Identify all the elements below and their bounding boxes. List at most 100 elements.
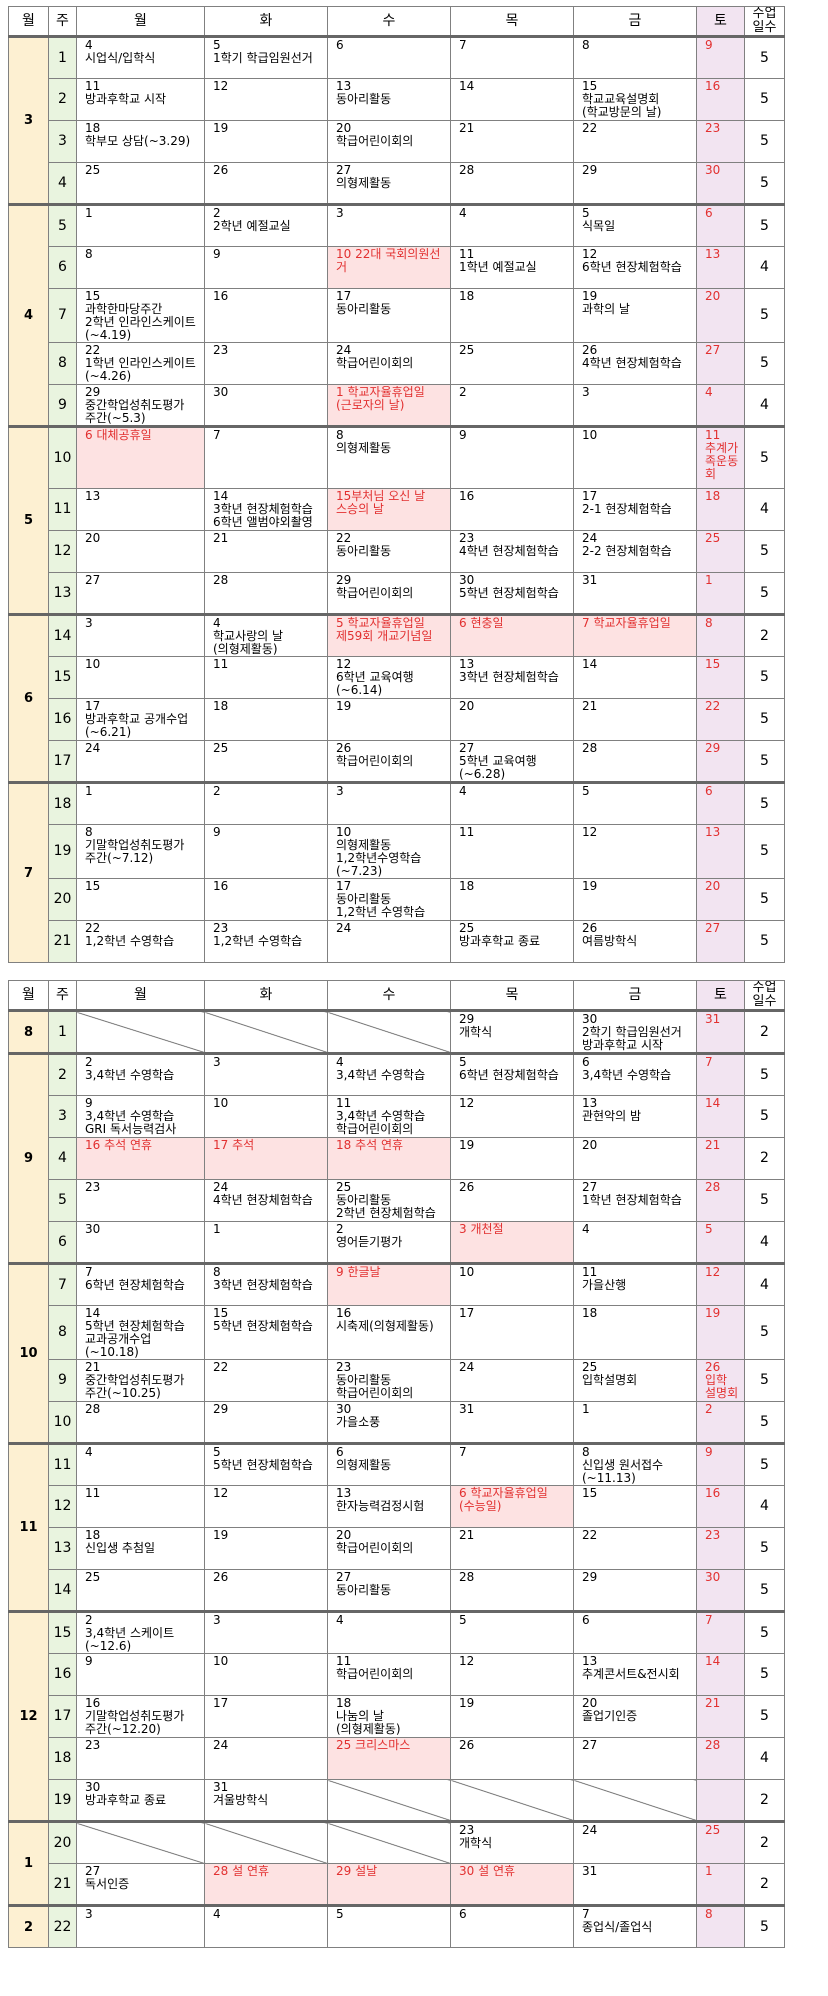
week-number: 15 <box>48 1610 77 1654</box>
day-cell: 23 개학식 <box>450 1820 574 1864</box>
saturday-cell: 6 <box>696 781 745 825</box>
day-cell: 31 <box>573 1863 697 1906</box>
class-days-count: 5 <box>744 1527 785 1570</box>
day-cell: 13 추계콘서트&전시회 <box>573 1653 697 1696</box>
week-number: 20 <box>48 1820 77 1864</box>
week-row: 7 15 과학한마당주간 2학년 인라인스케이트(~4.19) 16 17 동아리활동… <box>9 288 785 343</box>
saturday-cell: 13 <box>696 824 745 879</box>
day-cell: 25 <box>450 342 574 385</box>
day-cell: 19 <box>204 1527 328 1570</box>
week-row: 2 22 3 4 5 6 7 종업식/졸업식 8 5 <box>8 1904 785 1948</box>
day-cell: 28 <box>204 572 328 615</box>
header-month: 월 <box>8 980 49 1011</box>
day-cell: 25 <box>76 1569 205 1612</box>
day-cell: 23 4학년 현장체험학습 <box>450 530 574 573</box>
day-cell: 16 시축제(의형제활동) <box>327 1305 451 1360</box>
week-number: 21 <box>48 920 77 963</box>
week-row: 3 18 학부모 상담(~3.29) 19 20 학급어린이회의 21 22 23 5 <box>9 120 785 163</box>
class-days-count: 5 <box>744 78 785 121</box>
week-row: 7 18 1 2 3 4 5 6 5 <box>8 781 785 963</box>
day-cell: 18 <box>450 878 574 921</box>
saturday-cell: 15 <box>696 656 745 699</box>
week-number: 2 <box>48 1052 77 1096</box>
day-cell: 7 <box>204 425 328 489</box>
saturday-cell: 27 <box>696 920 745 963</box>
header-class-days: 수업 일수 <box>744 980 785 1011</box>
week-row: 13 18 신입생 추첨일 19 20 학급어린이회의 21 22 23 5 <box>9 1527 785 1570</box>
day-cell: 19 <box>450 1695 574 1738</box>
day-cell: 6 대체공휴일 <box>76 425 205 489</box>
day-cell: 26 <box>204 1569 328 1612</box>
week-row: 10 28 29 30 가을소풍 31 1 2 5 <box>9 1401 785 1444</box>
day-cell: 23 <box>76 1737 205 1780</box>
day-cell: 27 5학년 교육여행(~6.28) <box>450 740 574 783</box>
header-day: 목 <box>450 6 574 37</box>
week-row: 19 30 방과후학교 종료 31 겨울방학식 2 <box>9 1779 785 1822</box>
empty-day-cell <box>573 1779 697 1822</box>
day-cell: 10 의형제활동 1,2학년수영학습(~7.23) <box>327 824 451 879</box>
day-cell: 4 학교사랑의 날 (의형제활동) <box>204 613 328 657</box>
class-days-count: 5 <box>744 1052 785 1096</box>
week-row: 6 14 3 4 학교사랑의 날 (의형제활동) 5 학교자율휴업일 제59회 개교기념… <box>8 613 785 783</box>
day-cell: 26 여름방학식 <box>573 920 697 963</box>
saturday-cell: 9 <box>696 1442 745 1486</box>
week-row: 15 10 11 12 6학년 교육여행(~6.14) 13 3학년 현장체험학습 14 1… <box>9 656 785 699</box>
class-days-count: 5 <box>744 1095 785 1138</box>
week-number: 5 <box>48 203 77 247</box>
week-number: 13 <box>48 572 77 615</box>
day-cell: 18 <box>204 698 328 741</box>
week-number: 10 <box>48 1401 77 1444</box>
day-cell: 30 가을소풍 <box>327 1401 451 1444</box>
saturday-cell: 5 <box>696 1221 745 1264</box>
week-row: 8 1 29 개학식 30 2학기 학급임원선거 방과후학교 시작 31 2 <box>8 1009 785 1054</box>
week-row: 4 16 추석 연휴 17 추석 18 추석 연휴 19 20 21 2 <box>9 1137 785 1180</box>
day-cell: 30 <box>204 384 328 427</box>
day-cell: 1 학교자율휴업일 (근로자의 날) <box>327 384 451 427</box>
saturday-cell: 1 <box>696 1863 745 1906</box>
day-cell: 22 <box>204 1359 328 1402</box>
week-number: 12 <box>48 530 77 573</box>
saturday-cell: 18 <box>696 488 745 531</box>
day-cell: 4 시업식/입학식 <box>76 35 205 79</box>
day-cell: 8 신입생 원서접수 (~11.13) <box>573 1442 697 1486</box>
week-row: 12 20 21 22 동아리활동 23 4학년 현장체험학습 24 2-2 현장체험학습… <box>9 530 785 573</box>
class-days-count: 5 <box>744 740 785 783</box>
class-days-count: 5 <box>744 1359 785 1402</box>
month-label: 2 <box>8 1904 49 1948</box>
week-number: 13 <box>48 1527 77 1570</box>
saturday-cell: 20 <box>696 878 745 921</box>
month-label: 9 <box>8 1052 49 1264</box>
week-number: 8 <box>48 342 77 385</box>
day-cell: 20 <box>450 698 574 741</box>
saturday-cell: 29 <box>696 740 745 783</box>
day-cell: 23 1,2학년 수영학습 <box>204 920 328 963</box>
saturday-cell: 1 <box>696 572 745 615</box>
day-cell: 9 한글날 <box>327 1262 451 1306</box>
day-cell: 17 추석 <box>204 1137 328 1180</box>
class-days-count: 2 <box>744 1820 785 1864</box>
day-cell: 11 <box>204 656 328 699</box>
week-row: 11 13 14 3학년 현장체험학습 6학년 앨범야외촬영 15부처님 오신 날 스… <box>9 488 785 531</box>
week-number: 6 <box>48 246 77 289</box>
day-cell: 22 동아리활동 <box>327 530 451 573</box>
day-cell: 5 6학년 현장체험학습 <box>450 1052 574 1096</box>
saturday-cell: 7 <box>696 1610 745 1654</box>
class-days-count: 5 <box>744 120 785 163</box>
day-cell: 3 <box>573 384 697 427</box>
empty-day-cell <box>76 1820 205 1864</box>
day-cell: 24 <box>573 1820 697 1864</box>
day-cell: 12 6학년 교육여행(~6.14) <box>327 656 451 699</box>
month-label: 1 <box>8 1820 49 1906</box>
day-cell: 7 종업식/졸업식 <box>573 1904 697 1948</box>
week-row: 14 25 26 27 동아리활동 28 29 30 5 <box>9 1569 785 1612</box>
day-cell: 24 4학년 현장체험학습 <box>204 1179 328 1222</box>
saturday-cell: 30 <box>696 162 745 205</box>
day-cell: 16 <box>450 488 574 531</box>
week-row: 20 15 16 17 동아리활동 1,2학년 수영학습 18 19 20 5 <box>9 878 785 921</box>
day-cell: 3 <box>76 1904 205 1948</box>
saturday-cell: 31 <box>696 1009 745 1054</box>
calendar-table-spring: 월 주 월 화 수 목 금 토 수업 일수 3 1 4 시업식/입학식 5 1학기 학급임원선거 6 7 8 9… <box>8 6 785 963</box>
week-number: 10 <box>48 425 77 489</box>
class-days-count: 5 <box>744 781 785 825</box>
header-week: 주 <box>48 980 77 1011</box>
